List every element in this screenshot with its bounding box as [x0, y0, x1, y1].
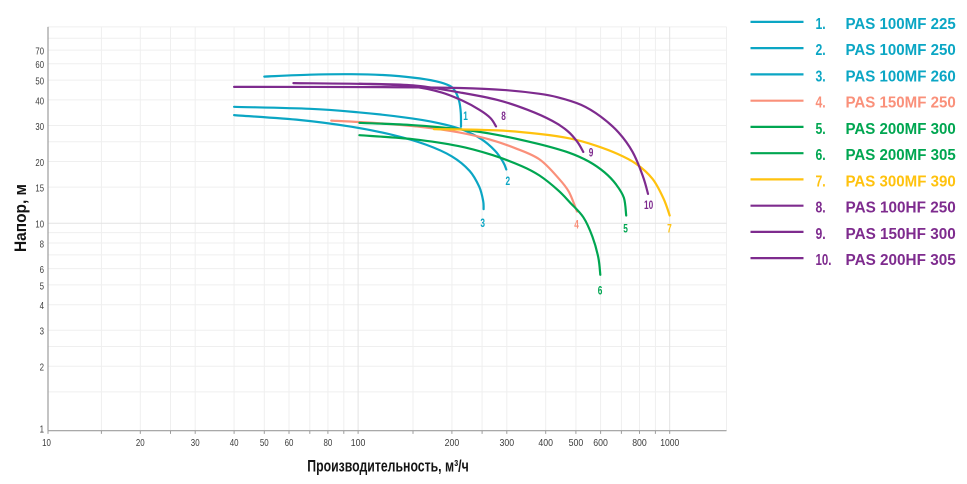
svg-text:PAS 150MF 250: PAS 150MF 250 [846, 95, 956, 112]
svg-text:5.: 5. [816, 121, 826, 138]
svg-text:7.: 7. [816, 173, 826, 190]
svg-text:30: 30 [35, 121, 44, 133]
svg-text:PAS 100MF 260: PAS 100MF 260 [846, 68, 956, 85]
svg-text:PAS 200MF 300: PAS 200MF 300 [846, 121, 956, 138]
svg-text:7: 7 [667, 221, 672, 235]
svg-text:80: 80 [324, 437, 333, 449]
svg-text:2.: 2. [816, 42, 826, 59]
svg-text:3: 3 [480, 216, 485, 230]
svg-text:6: 6 [598, 283, 603, 297]
svg-text:9: 9 [589, 145, 594, 159]
svg-text:6: 6 [40, 264, 45, 276]
svg-text:20: 20 [35, 157, 44, 169]
svg-text:PAS 100MF 225: PAS 100MF 225 [846, 16, 956, 33]
svg-text:PAS 200HF 305: PAS 200HF 305 [846, 252, 956, 269]
svg-text:800: 800 [632, 437, 647, 449]
svg-text:600: 600 [593, 437, 608, 449]
svg-text:50: 50 [260, 437, 269, 449]
svg-text:1: 1 [463, 109, 468, 123]
svg-text:PAS 150HF 300: PAS 150HF 300 [846, 226, 956, 243]
svg-text:PAS 100MF 250: PAS 100MF 250 [846, 42, 956, 59]
svg-text:100: 100 [351, 437, 366, 449]
svg-text:5: 5 [623, 221, 628, 235]
svg-text:9.: 9. [816, 226, 826, 243]
svg-text:2: 2 [40, 362, 45, 374]
svg-text:Производительность, м³/ч: Производительность, м³/ч [307, 456, 468, 475]
svg-text:4.: 4. [816, 95, 826, 112]
svg-text:PAS 200MF 305: PAS 200MF 305 [846, 147, 956, 164]
svg-text:60: 60 [285, 437, 294, 449]
svg-text:5: 5 [40, 280, 45, 292]
svg-text:50: 50 [35, 76, 44, 88]
svg-text:40: 40 [230, 437, 239, 449]
svg-text:8: 8 [501, 109, 506, 123]
svg-text:40: 40 [35, 95, 44, 107]
svg-text:60: 60 [35, 59, 44, 71]
svg-text:30: 30 [191, 437, 200, 449]
svg-text:2: 2 [506, 174, 511, 188]
svg-text:10.: 10. [816, 252, 832, 269]
svg-text:10: 10 [35, 219, 44, 231]
svg-text:8: 8 [40, 238, 45, 250]
svg-text:4: 4 [40, 300, 45, 312]
svg-text:500: 500 [569, 437, 584, 449]
svg-text:PAS 100HF 250: PAS 100HF 250 [846, 200, 956, 217]
svg-text:70: 70 [35, 46, 44, 58]
svg-text:PAS 300MF 390: PAS 300MF 390 [846, 173, 956, 190]
svg-text:8.: 8. [816, 200, 826, 217]
svg-text:20: 20 [136, 437, 145, 449]
svg-text:4: 4 [574, 217, 579, 231]
svg-text:1.: 1. [816, 16, 826, 33]
svg-text:10: 10 [42, 437, 51, 449]
svg-text:Напор, м: Напор, м [11, 184, 30, 252]
svg-text:400: 400 [538, 437, 553, 449]
svg-text:6.: 6. [816, 147, 826, 164]
svg-text:1: 1 [40, 423, 45, 435]
svg-text:3.: 3. [816, 68, 826, 85]
svg-text:3: 3 [40, 326, 45, 338]
svg-text:300: 300 [500, 437, 515, 449]
svg-text:15: 15 [35, 183, 44, 195]
svg-text:1000: 1000 [660, 437, 679, 449]
svg-text:200: 200 [445, 437, 460, 449]
svg-text:10: 10 [644, 198, 653, 212]
